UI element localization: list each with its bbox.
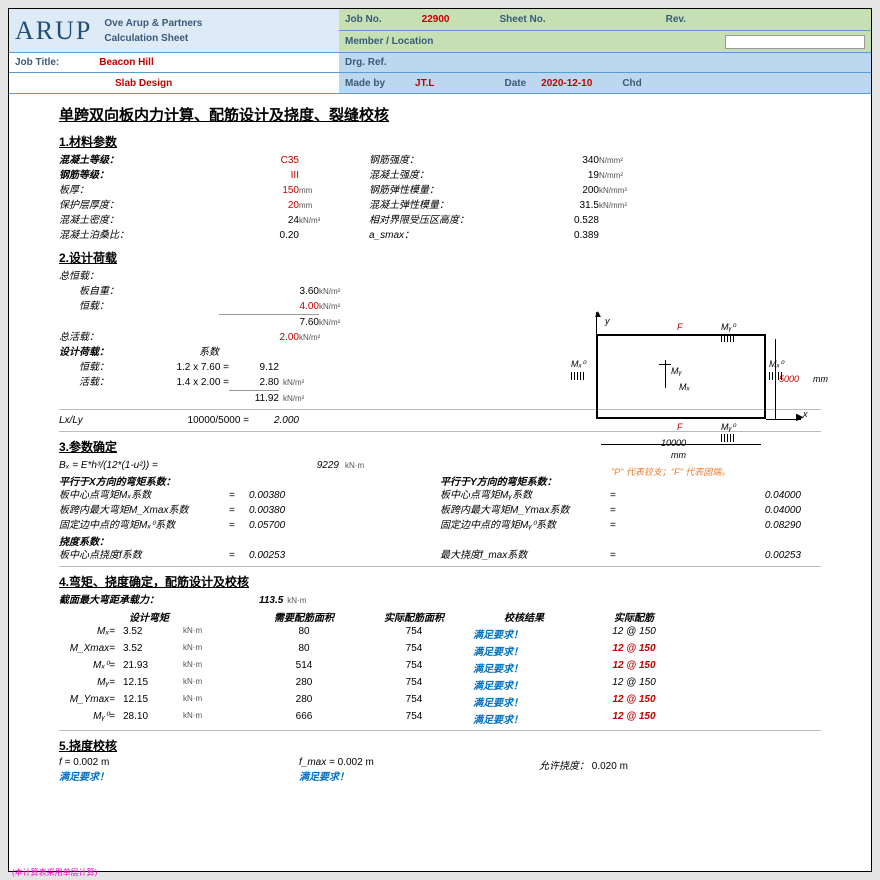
- sec5-header: 5.挠度校核: [59, 737, 821, 754]
- sheet-no-label: Sheet No.: [499, 14, 545, 25]
- sec2-header: 2.设计荷载: [59, 249, 821, 266]
- member-label: Member / Location: [345, 36, 433, 47]
- date-label: Date: [504, 78, 526, 89]
- footnote: (本计算表采用单层计算): [12, 867, 97, 872]
- drg-label: Drg. Ref.: [345, 57, 387, 68]
- job-no-label: Job No.: [345, 14, 382, 25]
- member-field[interactable]: [725, 35, 865, 49]
- slab-diagram: ▲ ▶ y x F F Mₓ⁰ Mₓ⁰ Mᵧ⁰ Mᵧ⁰ Mᵧ Mₓ 5000 m…: [551, 304, 831, 454]
- date-value: 2020-12-10: [541, 78, 592, 89]
- content: 单跨双向板内力计算、配筋设计及挠度、裂缝校核 1.材料参数 混凝土等级：C35钢…: [9, 94, 871, 791]
- job-no: 22900: [422, 14, 450, 25]
- page-title: 单跨双向板内力计算、配筋设计及挠度、裂缝校核: [59, 104, 821, 125]
- pf-note: "P" 代表铰支；"F" 代表固端。: [611, 465, 730, 478]
- subtitle: Slab Design: [115, 78, 172, 89]
- job-title-label: Job Title:: [15, 57, 59, 68]
- header: ARUP Ove Arup & Partners Calculation She…: [9, 9, 871, 94]
- moment-table: 设计弯矩需要配筋面积实际配筋面积校核结果实际配筋Mₓ=3.52kN·m80754…: [59, 608, 821, 727]
- rev-label: Rev.: [666, 14, 686, 25]
- logo: ARUP: [15, 16, 92, 46]
- job-title: Beacon Hill: [99, 57, 153, 68]
- company-name: Ove Arup & Partners: [104, 18, 202, 29]
- sec1-header: 1.材料参数: [59, 133, 821, 150]
- calculation-sheet: ARUP Ove Arup & Partners Calculation She…: [8, 8, 872, 872]
- sheet-type: Calculation Sheet: [104, 33, 202, 44]
- made-by: JT.L: [415, 78, 434, 89]
- made-label: Made by: [345, 78, 385, 89]
- sec4-header: 4.弯矩、挠度确定，配筋设计及校核: [59, 573, 821, 590]
- chd-label: Chd: [622, 78, 641, 89]
